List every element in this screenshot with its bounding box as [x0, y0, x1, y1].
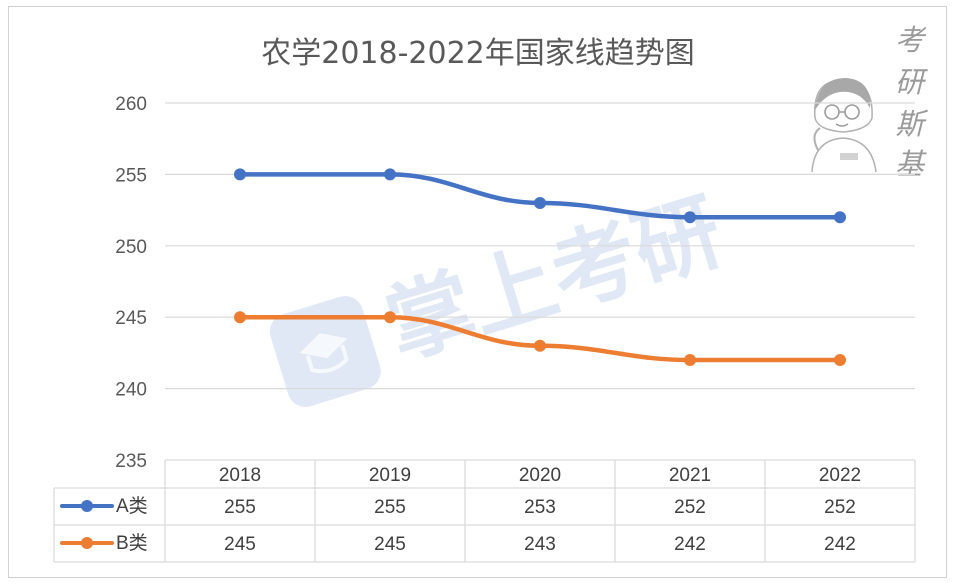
- brand-char-3: 斯: [895, 107, 929, 141]
- y-tick-label: 260: [115, 94, 147, 115]
- table-cell: 253: [524, 497, 556, 518]
- brand-char-4: 基: [895, 147, 927, 181]
- legend-label: A类: [116, 495, 148, 517]
- data-table: 2018 2019 2020 2021 2022 A类 255 255 253 252 252 B类 2…: [53, 459, 916, 563]
- table-cell: 245: [224, 534, 256, 555]
- x-tick-label: 2018: [219, 465, 261, 486]
- data-point: [384, 168, 396, 181]
- data-point: [234, 311, 246, 324]
- table-cell: 242: [824, 534, 856, 555]
- y-tick-label: 250: [115, 237, 147, 258]
- chart-title: 农学2018-2022年国家线趋势图: [261, 36, 695, 71]
- y-tick-label: 240: [115, 380, 147, 401]
- data-point: [384, 311, 396, 324]
- y-tick-label: 235: [115, 451, 147, 472]
- x-tick-label: 2019: [369, 465, 411, 486]
- series-group: [234, 168, 846, 367]
- brand-char-1: 考: [895, 23, 927, 57]
- table-cell: 252: [824, 497, 856, 518]
- brand-vertical-text: 考 研 斯 基: [895, 23, 929, 181]
- x-tick-label: 2020: [519, 465, 561, 486]
- series-line-a: [237, 172, 843, 220]
- data-point: [534, 196, 546, 209]
- legend-marker: [81, 537, 93, 549]
- data-point: [534, 339, 546, 352]
- table-cell: 255: [224, 497, 256, 518]
- table-cell: 252: [674, 497, 706, 518]
- data-point: [234, 168, 246, 181]
- legend-label: B类: [116, 532, 148, 554]
- data-point: [834, 211, 846, 224]
- x-tick-label: 2021: [669, 465, 711, 486]
- legend-marker: [81, 500, 93, 512]
- data-point: [834, 354, 846, 367]
- y-tick-label: 245: [115, 308, 147, 329]
- y-tick-label: 255: [115, 165, 147, 186]
- x-tick-label: 2022: [819, 465, 861, 486]
- gridlines: [165, 102, 915, 390]
- table-cell: 255: [374, 497, 406, 518]
- y-axis-tick-labels: 235 240 245 250 255 260: [115, 94, 147, 472]
- table-cell: 243: [524, 534, 556, 555]
- brand-char-2: 研: [895, 65, 928, 99]
- data-point: [684, 211, 696, 224]
- mascot-icon: [811, 78, 877, 173]
- table-cell: 242: [674, 534, 706, 555]
- table-cell: 245: [374, 534, 406, 555]
- data-point: [684, 354, 696, 367]
